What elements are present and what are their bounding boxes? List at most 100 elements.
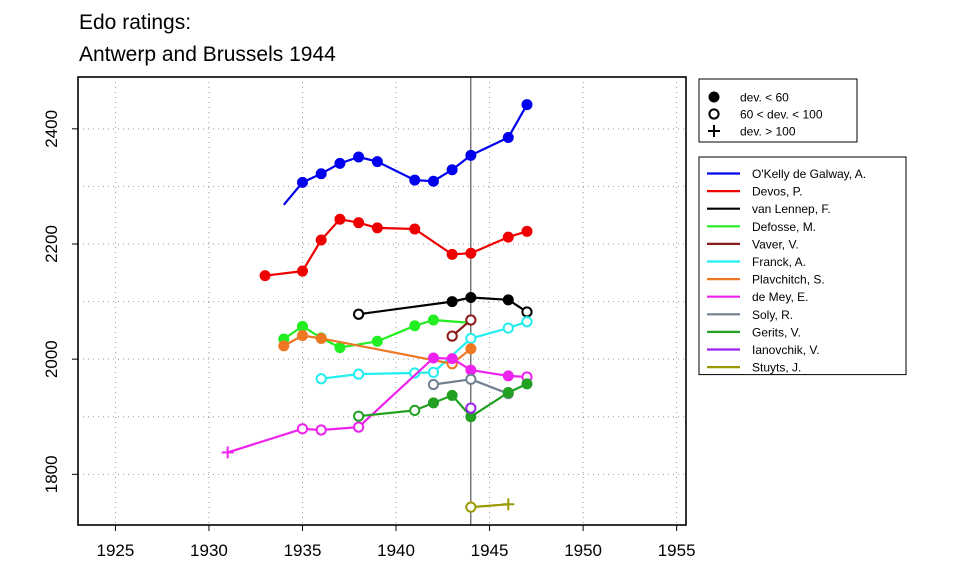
plot-frame [77, 76, 687, 526]
series-legend: O'Kelly de Galway, A. Devos, P. van Lennep… [698, 156, 907, 376]
data-point-2-2 [465, 292, 477, 304]
marker-legend-label-2: dev. > 100 [740, 125, 796, 139]
data-point-9-1 [409, 404, 421, 417]
x-tick-label-1940: 1940 [377, 541, 415, 560]
series-10 [465, 402, 477, 414]
data-point-0-6 [409, 174, 421, 186]
legend-label-11: Stuyts, J. [752, 361, 801, 375]
data-point-1-2 [315, 234, 327, 246]
series-line-7 [227, 356, 528, 454]
data-point-1-10 [521, 225, 533, 237]
data-point-7-4 [427, 352, 439, 364]
data-point-6-4 [465, 343, 477, 355]
x-tick-label-1935: 1935 [284, 541, 322, 560]
data-point-10-0 [465, 402, 477, 414]
data-point-0-4 [353, 151, 365, 163]
data-point-7-7 [502, 370, 514, 382]
data-point-0-5 [371, 156, 383, 168]
data-point-1-7 [446, 248, 458, 260]
data-point-8-1 [465, 373, 477, 385]
legend-label-1: Devos, P. [752, 185, 802, 199]
data-point-4-0 [446, 330, 458, 342]
legend-label-8: Soly, R. [752, 308, 793, 322]
series-2 [353, 292, 533, 320]
series-line-5 [321, 320, 528, 380]
chart-title-line-1: Edo ratings: [79, 11, 191, 34]
data-point-5-0 [315, 373, 327, 385]
data-point-1-5 [371, 222, 383, 234]
series-line-11 [470, 503, 509, 509]
marker-legend-label-1: 60 < dev. < 100 [740, 108, 823, 122]
series-line-2 [358, 296, 528, 316]
data-point-9-5 [502, 387, 514, 399]
marker-legend-box [698, 78, 858, 143]
data-point-7-6 [465, 364, 477, 376]
marker-legend-symbol-2 [708, 125, 720, 137]
data-point-11-1 [502, 498, 515, 511]
series-4 [446, 314, 477, 342]
data-point-3-6 [427, 314, 439, 326]
data-point-3-5 [409, 320, 421, 332]
y-tick-label-1800: 1800 [42, 455, 61, 493]
data-point-8-0 [427, 378, 440, 391]
legend-label-6: Plavchitch, S. [752, 273, 825, 287]
legend-label-10: Ianovchik, V. [752, 343, 820, 357]
data-point-0-3 [334, 157, 346, 169]
series-0 [282, 99, 533, 206]
marker-legend: dev. < 60 60 < dev. < 100 dev. > 100 [698, 78, 858, 143]
data-point-7-1 [296, 423, 309, 435]
legend-label-4: Vaver, V. [752, 237, 799, 251]
axes: 1925 1930 1935 1940 1945 1950 1955 1800 2000 2200… [42, 110, 696, 560]
data-point-0-2 [315, 168, 327, 180]
data-point-9-0 [353, 410, 365, 422]
data-point-2-3 [502, 294, 514, 306]
x-tick-label-1930: 1930 [190, 541, 228, 560]
chart-title-line-2: Antwerp and Brussels 1944 [79, 43, 336, 66]
data-point-1-9 [502, 231, 514, 243]
series-11 [465, 498, 515, 513]
series-9 [353, 378, 533, 423]
data-point-7-5 [446, 353, 458, 365]
data-point-2-1 [446, 296, 458, 308]
data-point-0-1 [296, 176, 308, 188]
data-point-5-5 [502, 322, 514, 334]
data-point-3-4 [371, 335, 383, 347]
data-point-5-4 [465, 332, 477, 345]
data-point-3-1 [296, 320, 308, 332]
y-tick-label-2400: 2400 [42, 110, 61, 148]
data-point-5-3 [427, 366, 440, 379]
data-point-5-1 [353, 368, 365, 380]
legend-label-0: O'Kelly de Galway, A. [752, 167, 866, 181]
data-point-6-0 [278, 340, 290, 352]
data-point-4-1 [465, 314, 477, 326]
series-line-0 [282, 104, 528, 206]
data-point-7-2 [315, 424, 327, 436]
x-tick-label-1925: 1925 [97, 541, 135, 560]
series-1 [259, 213, 533, 282]
series-7 [221, 352, 533, 459]
series-group [221, 99, 533, 513]
data-point-7-0 [221, 446, 234, 459]
data-point-0-10 [502, 131, 514, 143]
data-point-1-1 [296, 265, 308, 277]
data-point-1-6 [409, 223, 421, 235]
data-point-2-0 [353, 308, 365, 320]
data-point-0-11 [521, 99, 533, 111]
legend-label-3: Defosse, M. [752, 220, 816, 234]
series-5 [315, 316, 533, 385]
data-point-1-4 [353, 217, 365, 229]
marker-legend-symbol-1 [708, 108, 720, 120]
data-point-2-4 [521, 306, 533, 318]
marker-legend-label-0: dev. < 60 [740, 91, 789, 105]
legend-label-2: van Lennep, F. [752, 202, 831, 216]
legend-label-9: Gerits, V. [752, 325, 801, 339]
y-tick-label-2000: 2000 [42, 340, 61, 378]
data-point-7-3 [353, 421, 365, 433]
data-point-5-6 [521, 316, 533, 328]
legend-label-5: Franck, A. [752, 255, 806, 269]
data-point-5-2 [409, 367, 421, 379]
marker-legend-symbol-0 [708, 91, 720, 103]
data-point-6-2 [315, 332, 327, 344]
data-point-11-0 [465, 501, 477, 513]
